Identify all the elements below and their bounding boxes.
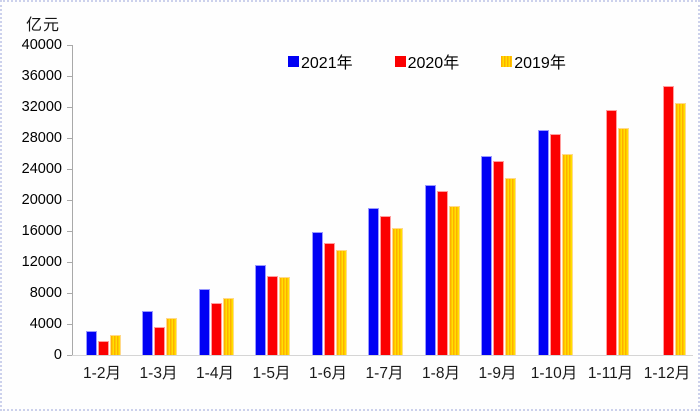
legend-item-2020: 2020年 bbox=[394, 49, 460, 73]
bar-s1-g1 bbox=[97, 341, 109, 355]
y-tick-label: 36000 bbox=[21, 68, 62, 84]
bar-s2-g2 bbox=[166, 317, 177, 355]
x-axis-label: 1-8月 bbox=[422, 365, 460, 382]
legend-item-2019: 2019年 bbox=[501, 49, 566, 73]
legend-label-2019: 2019年 bbox=[514, 55, 566, 72]
y-tick bbox=[67, 293, 72, 294]
x-axis-label: 1-10月 bbox=[530, 365, 578, 382]
legend-label-2021: 2021年 bbox=[301, 55, 353, 72]
y-tick-label: 32000 bbox=[21, 99, 62, 115]
bar-group-6 bbox=[368, 207, 403, 355]
bar-s0-g8 bbox=[481, 156, 492, 355]
bar-s1-g5 bbox=[323, 243, 335, 355]
bar-group-5 bbox=[311, 232, 347, 355]
bar-s0-g6 bbox=[368, 207, 379, 355]
bar-group-4 bbox=[255, 265, 290, 355]
bar-s0-g7 bbox=[424, 185, 436, 355]
bar-s1-g4 bbox=[267, 276, 278, 355]
bar-s2-g6 bbox=[392, 227, 403, 355]
bar-s1-g11 bbox=[662, 85, 674, 355]
bar-group-2 bbox=[142, 311, 177, 355]
y-tick bbox=[67, 107, 72, 108]
y-tick bbox=[67, 169, 72, 170]
bar-s2-g4 bbox=[279, 276, 290, 355]
bar-s2-g5 bbox=[335, 250, 347, 355]
bar-s1-g10 bbox=[606, 109, 617, 355]
y-tick bbox=[67, 355, 72, 356]
y-tick-label: 20000 bbox=[21, 192, 62, 208]
y-axis-unit-label: 亿元 bbox=[26, 17, 61, 34]
bar-s0-g2 bbox=[142, 311, 153, 355]
x-axis-line bbox=[71, 355, 693, 356]
bar-group-1 bbox=[85, 331, 121, 355]
x-axis-label: 1-3月 bbox=[139, 365, 178, 382]
y-tick bbox=[67, 262, 72, 263]
bar-s0-g1 bbox=[85, 331, 97, 355]
y-tick bbox=[67, 45, 72, 46]
bar-s0-g4 bbox=[255, 265, 266, 355]
x-axis-label: 1-7月 bbox=[365, 365, 404, 382]
x-axis-label: 1-2月 bbox=[83, 365, 121, 382]
y-tick-label: 4000 bbox=[29, 316, 62, 332]
x-axis-label: 1-6月 bbox=[309, 365, 347, 382]
y-tick-label: 0 bbox=[53, 347, 62, 363]
bar-s1-g9 bbox=[549, 134, 561, 355]
bar-s0-g5 bbox=[311, 232, 323, 355]
x-axis-label: 1-12月 bbox=[643, 365, 691, 382]
bar-s2-g7 bbox=[448, 206, 460, 355]
bar-s2-g8 bbox=[505, 177, 516, 355]
legend-swatch-2021-icon bbox=[288, 55, 299, 67]
x-axis-label: 1-5月 bbox=[252, 365, 291, 382]
bar-group-9 bbox=[537, 130, 573, 355]
bar-s1-g6 bbox=[380, 215, 391, 355]
legend: 2021年 2020年 2019年 bbox=[288, 49, 566, 73]
legend-swatch-2020-icon bbox=[394, 55, 406, 67]
x-axis-label: 1-11月 bbox=[587, 365, 634, 382]
bar-s0-g9 bbox=[537, 130, 549, 355]
plot-area bbox=[72, 45, 693, 355]
y-tick bbox=[67, 200, 72, 201]
y-tick-label: 16000 bbox=[21, 223, 62, 239]
bar-s2-g9 bbox=[561, 153, 573, 355]
y-tick-label: 28000 bbox=[21, 130, 62, 146]
y-tick bbox=[67, 138, 72, 139]
legend-label-2020: 2020年 bbox=[407, 55, 460, 72]
legend-swatch-2019-icon bbox=[501, 55, 513, 67]
bar-group-3 bbox=[198, 288, 234, 355]
bar-s1-g2 bbox=[154, 327, 165, 355]
bar-group-11 bbox=[651, 85, 686, 355]
y-tick bbox=[67, 324, 72, 325]
x-axis-label: 1-9月 bbox=[478, 365, 517, 382]
bar-s1-g7 bbox=[436, 191, 448, 355]
bar-s1-g3 bbox=[210, 302, 222, 355]
bar-s2-g3 bbox=[222, 298, 234, 355]
bar-s1-g8 bbox=[493, 161, 504, 355]
y-tick bbox=[67, 76, 72, 77]
bar-group-8 bbox=[481, 156, 516, 355]
x-axis-label: 1-4月 bbox=[196, 365, 234, 382]
bar-group-7 bbox=[424, 185, 460, 355]
bar-group-10 bbox=[594, 109, 629, 355]
legend-item-2021: 2021年 bbox=[288, 49, 353, 73]
bar-s2-g1 bbox=[109, 334, 121, 355]
y-tick-label: 12000 bbox=[21, 254, 62, 270]
y-tick bbox=[67, 231, 72, 232]
bar-s2-g10 bbox=[618, 127, 629, 355]
bar-s2-g11 bbox=[674, 103, 686, 355]
y-tick-label: 8000 bbox=[29, 285, 62, 301]
y-tick-label: 40000 bbox=[21, 37, 62, 53]
y-tick-label: 24000 bbox=[21, 161, 62, 177]
bar-s0-g3 bbox=[198, 288, 210, 355]
